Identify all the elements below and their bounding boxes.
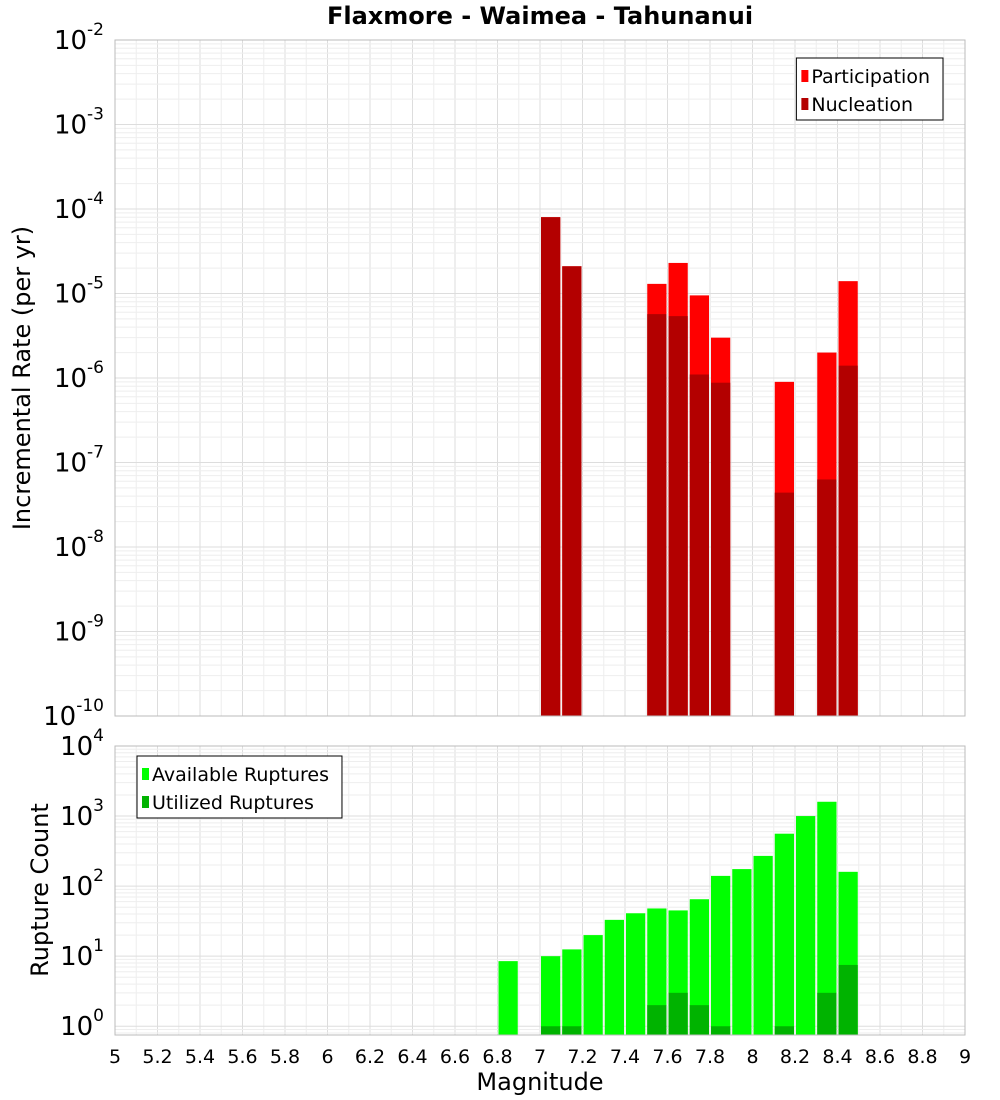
x-tick-label: 8.4	[822, 1046, 852, 1068]
y-tick-label: 10-8	[54, 527, 104, 563]
y-tick-label: 10-6	[54, 358, 104, 394]
y-tick-label: 10-7	[54, 443, 104, 479]
bar	[562, 266, 582, 716]
x-tick-label: 5	[109, 1046, 121, 1068]
y-tick-label: 103	[60, 796, 104, 832]
legend: Participation Nucleation	[795, 57, 944, 121]
plot-frame	[114, 39, 966, 717]
x-tick-label: 5.2	[142, 1046, 172, 1068]
legend-label: Available Ruptures	[152, 764, 329, 786]
x-tick-label: 6.2	[355, 1046, 385, 1068]
bar	[668, 992, 688, 1035]
bar	[753, 855, 773, 1035]
bar	[711, 382, 731, 716]
x-tick-label: 6	[321, 1046, 333, 1068]
y-tick-label: 104	[60, 726, 104, 762]
x-tick-label: 7.4	[610, 1046, 640, 1068]
x-tick-label: 7.2	[567, 1046, 597, 1068]
panel-1: 100 101 102 103 104 5 5.2 5.4 5.6 5.8 6 6.2 6.4 6.6 6.…	[60, 726, 971, 1068]
x-tick-label: 6.4	[397, 1046, 427, 1068]
y-tick-label: 10-2	[54, 20, 104, 56]
x-tick-label: 8.6	[865, 1046, 895, 1068]
bar	[689, 1005, 709, 1035]
bar	[838, 365, 858, 716]
legend-box	[795, 57, 944, 121]
x-tick-label: 8.2	[780, 1046, 810, 1068]
bar	[541, 1026, 561, 1035]
series-utilized-ruptures	[541, 964, 858, 1035]
legend-box	[136, 755, 343, 819]
y-tick-labels: 10-10 10-9 10-8 10-7 10-6 10-5 10-4 10-3 10-2	[43, 20, 104, 732]
legend: Available Ruptures Utilized Ruptures	[136, 755, 343, 819]
y-tick-label: 10-10	[43, 696, 104, 732]
bar	[541, 217, 561, 716]
bar	[689, 374, 709, 716]
series-nucleation	[541, 217, 858, 716]
bar	[562, 949, 582, 1035]
bar	[711, 1026, 731, 1035]
x-axis-label: Magnitude	[476, 1068, 604, 1096]
x-tick-label: 8.8	[907, 1046, 937, 1068]
y-tick-label: 100	[60, 1006, 104, 1042]
bar	[647, 908, 667, 1035]
bar	[774, 833, 794, 1035]
bar	[583, 935, 603, 1035]
bar	[626, 913, 646, 1035]
bar	[732, 869, 752, 1035]
x-tick-labels: 5 5.2 5.4 5.6 5.8 6 6.2 6.4 6.6 6.8 7 7.2 7.4 7.6 7.8 8…	[109, 1046, 971, 1068]
legend-swatch	[801, 70, 809, 82]
bar	[774, 1026, 794, 1035]
bar	[711, 875, 731, 1035]
legend-swatch	[142, 768, 149, 780]
x-tick-label: 8	[746, 1046, 758, 1068]
legend-label: Nucleation	[811, 94, 913, 116]
bar	[647, 1005, 667, 1035]
legend-swatch	[801, 98, 809, 110]
bar	[817, 801, 837, 1035]
bar	[604, 919, 624, 1035]
bar	[647, 314, 667, 716]
legend-swatch	[142, 796, 149, 808]
x-tick-label: 7.6	[652, 1046, 682, 1068]
x-tick-label: 6.6	[440, 1046, 470, 1068]
x-tick-label: 5.6	[227, 1046, 257, 1068]
x-tick-label: 5.8	[270, 1046, 300, 1068]
y-tick-label: 10-5	[54, 274, 104, 310]
x-tick-label: 7	[534, 1046, 546, 1068]
bar	[541, 956, 561, 1035]
grid-lines	[114, 40, 966, 717]
legend-label: Participation	[811, 66, 930, 88]
x-tick-label: 6.8	[482, 1046, 512, 1068]
bar	[668, 316, 688, 716]
bar	[562, 1026, 582, 1035]
bar	[817, 479, 837, 716]
y-tick-label: 101	[60, 936, 104, 972]
x-tick-label: 5.4	[185, 1046, 215, 1068]
plot-frame	[114, 745, 966, 1036]
y-tick-labels: 100 101 102 103 104	[60, 726, 104, 1042]
bar	[689, 899, 709, 1035]
bar	[838, 964, 858, 1035]
x-tick-label: 9	[959, 1046, 971, 1068]
x-tick-label: 7.8	[695, 1046, 725, 1068]
y-tick-label: 102	[60, 866, 104, 902]
y-tick-label: 10-3	[54, 105, 104, 141]
panel-0: 10-10 10-9 10-8 10-7 10-6 10-5 10-4 10-3 10-2 Par…	[43, 20, 966, 732]
legend-label: Utilized Ruptures	[152, 792, 314, 814]
y-tick-label: 10-9	[54, 612, 104, 648]
bar	[498, 961, 518, 1035]
bar	[817, 992, 837, 1035]
chart-title: Flaxmore - Waimea - Tahunanui	[326, 2, 754, 30]
bar	[796, 816, 816, 1035]
bar	[774, 492, 794, 716]
y-tick-label: 10-4	[54, 189, 104, 225]
